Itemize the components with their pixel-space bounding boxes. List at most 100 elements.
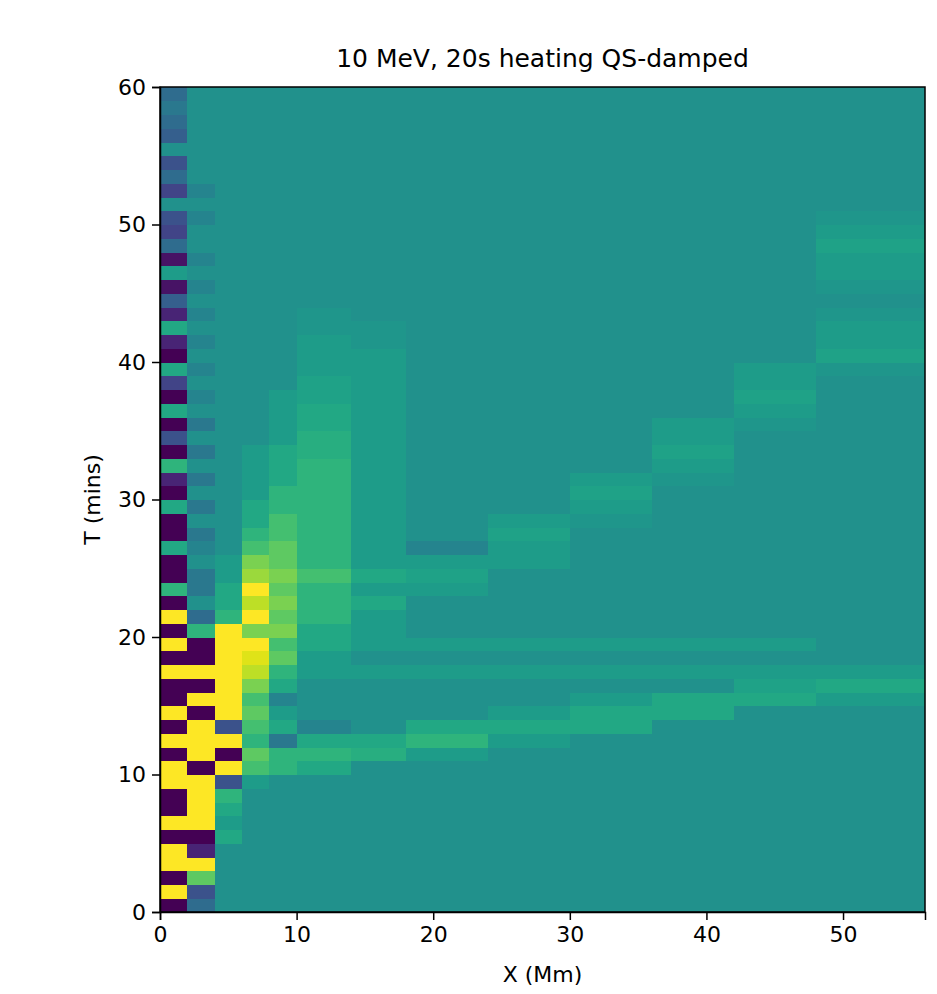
heatmap-cell: [652, 307, 734, 321]
heatmap-cell: [269, 788, 297, 802]
heatmap-cell: [269, 761, 297, 775]
heatmap-cell: [406, 775, 488, 789]
heatmap-cell: [734, 555, 816, 569]
x-axis-line: [161, 913, 926, 921]
heatmap-cell: [351, 115, 406, 129]
heatmap-cell: [406, 871, 488, 885]
y-tick-mark: [152, 637, 160, 639]
heatmap-cell: [160, 362, 188, 376]
heatmap-cell: [570, 733, 652, 747]
heatmap-cell: [297, 486, 352, 500]
heatmap-cell: [570, 87, 652, 101]
heatmap-cell: [816, 651, 925, 665]
y-tick-label: 0: [132, 900, 146, 925]
heatmap-cell: [816, 665, 925, 679]
heatmap-cell: [652, 816, 734, 830]
heatmap-cell: [570, 692, 652, 706]
heatmap-cell: [652, 197, 734, 211]
y-tick: 60: [118, 75, 160, 100]
heatmap-cell: [652, 706, 734, 720]
heatmap-cell: [187, 321, 215, 335]
heatmap-cell: [269, 293, 297, 307]
heatmap-cell: [488, 348, 570, 362]
y-tick-mark: [152, 362, 160, 364]
heatmap-cell: [351, 541, 406, 555]
heatmap-cell: [816, 335, 925, 349]
chart: 01020304050010203040506010 MeV, 20s heat…: [0, 0, 937, 994]
heatmap-cell: [734, 156, 816, 170]
x-tick: 50: [830, 912, 858, 947]
heatmap-cell: [406, 706, 488, 720]
heatmap-cell: [488, 582, 570, 596]
heatmap-cell: [570, 843, 652, 857]
heatmap-cell: [297, 211, 352, 225]
heatmap-cell: [297, 830, 352, 844]
heatmap-cell: [215, 857, 243, 871]
heatmap-cell: [734, 280, 816, 294]
heatmap-cell: [351, 128, 406, 142]
heatmap-cell: [734, 582, 816, 596]
heatmap-cell: [488, 445, 570, 459]
heatmap-cell: [297, 623, 352, 637]
heatmap-cell: [406, 527, 488, 541]
heatmap-cell: [187, 788, 215, 802]
heatmap-cell: [734, 678, 816, 692]
heatmap-cell: [297, 747, 352, 761]
heatmap-cell: [734, 527, 816, 541]
y-tick-label: 40: [118, 350, 146, 375]
heatmap-cell: [187, 128, 215, 142]
heatmap-cell: [406, 678, 488, 692]
heatmap-cell: [570, 898, 652, 912]
heatmap-cell: [269, 321, 297, 335]
heatmap-cell: [242, 266, 270, 280]
heatmap-cell: [215, 651, 243, 665]
heatmap-cell: [406, 802, 488, 816]
heatmap-cell: [160, 225, 188, 239]
heatmap-cell: [297, 142, 352, 156]
heatmap-cell: [652, 843, 734, 857]
heatmap-cell: [816, 101, 925, 115]
heatmap-cell: [570, 720, 652, 734]
heatmap-cell: [734, 706, 816, 720]
heatmap-cell: [215, 500, 243, 514]
heatmap-cell: [297, 431, 352, 445]
heatmap-cell: [406, 513, 488, 527]
heatmap-cell: [734, 857, 816, 871]
heatmap-cell: [242, 871, 270, 885]
heatmap-cell: [570, 788, 652, 802]
heatmap-cell: [351, 720, 406, 734]
heatmap-cell: [488, 651, 570, 665]
heatmap-cell: [351, 898, 406, 912]
heatmap-cell: [160, 170, 188, 184]
heatmap-cell: [215, 321, 243, 335]
heatmap-cell: [652, 692, 734, 706]
heatmap-cell: [269, 417, 297, 431]
heatmap-cell: [297, 651, 352, 665]
heatmap-cell: [215, 486, 243, 500]
heatmap-cell: [816, 142, 925, 156]
heatmap-cell: [242, 610, 270, 624]
heatmap-cell: [269, 500, 297, 514]
heatmap-cell: [488, 733, 570, 747]
heatmap-cell: [488, 637, 570, 651]
heatmap-cell: [816, 170, 925, 184]
heatmap-cell: [297, 816, 352, 830]
heatmap-cell: [187, 417, 215, 431]
heatmap-cell: [160, 830, 188, 844]
heatmap-cell: [160, 623, 188, 637]
x-tick-mark: [706, 912, 708, 920]
heatmap-cell: [488, 376, 570, 390]
heatmap-cell: [269, 871, 297, 885]
heatmap-cell: [570, 486, 652, 500]
heatmap-cell: [187, 761, 215, 775]
heatmap-cell: [269, 458, 297, 472]
heatmap-cell: [570, 321, 652, 335]
heatmap-cell: [297, 335, 352, 349]
heatmap-cell: [215, 238, 243, 252]
heatmap-cell: [351, 445, 406, 459]
heatmap-cell: [215, 170, 243, 184]
heatmap-cell: [488, 183, 570, 197]
y-tick-label: 50: [118, 212, 146, 237]
heatmap-cell: [351, 390, 406, 404]
heatmap-cell: [242, 843, 270, 857]
